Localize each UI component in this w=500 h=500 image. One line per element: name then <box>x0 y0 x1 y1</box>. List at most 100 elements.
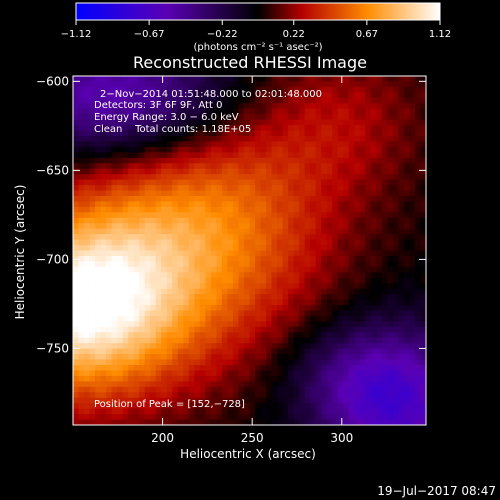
heatmap-cell <box>150 195 157 202</box>
heatmap-cell <box>249 266 256 273</box>
heatmap-cell <box>343 321 350 328</box>
heatmap-cell <box>95 359 101 366</box>
heatmap-cell <box>95 343 101 350</box>
heatmap-cell <box>95 294 101 300</box>
heatmap-cell <box>304 86 311 93</box>
heatmap-cell <box>161 92 168 99</box>
heatmap-cell <box>188 370 195 377</box>
heatmap-cell <box>221 315 228 322</box>
heatmap-cell <box>255 141 261 148</box>
heatmap-cell <box>392 206 399 213</box>
heatmap-cell <box>348 152 355 159</box>
heatmap-cell <box>271 359 278 366</box>
heatmap-cell <box>255 392 261 399</box>
heatmap-cell <box>255 370 261 377</box>
heatmap-cell <box>271 299 278 306</box>
heatmap-cell <box>387 157 394 164</box>
heatmap-cell <box>387 288 394 295</box>
heatmap-cell <box>381 337 388 344</box>
heatmap-cell <box>387 348 394 355</box>
heatmap-cell <box>414 206 421 213</box>
heatmap-cell <box>111 81 118 88</box>
heatmap-cell <box>326 76 333 82</box>
heatmap-cell <box>100 397 107 404</box>
heatmap-cell <box>304 419 311 426</box>
heatmap-cell <box>221 206 228 213</box>
heatmap-cell <box>359 92 366 99</box>
heatmap-cell <box>282 146 289 153</box>
heatmap-cell <box>243 92 250 99</box>
heatmap-cell <box>84 163 90 170</box>
heatmap-cell <box>89 119 96 126</box>
heatmap-cell <box>144 152 151 159</box>
heatmap-cell <box>194 370 201 377</box>
heatmap-cell <box>343 81 350 88</box>
heatmap-cell <box>221 108 228 115</box>
heatmap-cell <box>376 234 383 240</box>
heatmap-cell <box>370 310 377 317</box>
heatmap-cell <box>177 408 184 415</box>
heatmap-cell <box>249 119 256 126</box>
heatmap-cell <box>199 119 206 126</box>
heatmap-cell <box>255 174 261 181</box>
heatmap-cell <box>255 288 261 295</box>
heatmap-cell <box>403 119 410 126</box>
heatmap-cell <box>150 337 157 344</box>
heatmap-cell <box>409 283 416 290</box>
heatmap-cell <box>260 119 267 126</box>
heatmap-cell <box>293 239 300 246</box>
heatmap-cell <box>398 245 405 251</box>
heatmap-cell <box>133 397 140 404</box>
heatmap-cell <box>409 228 416 235</box>
heatmap-cell <box>337 119 344 126</box>
heatmap-cell <box>144 403 151 410</box>
heatmap-cell <box>188 174 195 181</box>
heatmap-cell <box>155 299 162 306</box>
heatmap-cell <box>155 261 162 268</box>
heatmap-cell <box>238 157 245 164</box>
heatmap-cell <box>205 299 212 306</box>
heatmap-cell <box>78 375 85 382</box>
heatmap-cell <box>155 76 162 82</box>
heatmap-cell <box>194 255 201 262</box>
heatmap-cell <box>84 190 90 197</box>
heatmap-cell <box>150 125 157 131</box>
heatmap-cell <box>420 288 427 295</box>
heatmap-cell <box>199 419 206 426</box>
heatmap-cell <box>293 245 300 251</box>
heatmap-cell <box>343 337 350 344</box>
heatmap-cell <box>194 163 201 170</box>
heatmap-cell <box>238 81 245 88</box>
heatmap-cell <box>310 305 317 311</box>
heatmap-cell <box>299 217 306 224</box>
heatmap-cell <box>89 97 96 104</box>
heatmap-cell <box>293 125 300 131</box>
heatmap-cell <box>128 108 135 115</box>
heatmap-cell <box>227 179 234 186</box>
heatmap-cell <box>210 414 217 420</box>
heatmap-cell <box>183 419 190 426</box>
heatmap-cell <box>84 146 90 153</box>
heatmap-cell <box>392 239 399 246</box>
heatmap-cell <box>194 397 201 404</box>
heatmap-cell <box>326 381 333 388</box>
heatmap-cell <box>172 283 179 290</box>
heatmap-cell <box>166 403 173 410</box>
heatmap-cell <box>321 321 328 328</box>
heatmap-cell <box>111 403 118 410</box>
heatmap-cell <box>354 195 361 202</box>
heatmap-cell <box>117 185 124 191</box>
heatmap-cell <box>293 381 300 388</box>
heatmap-cell <box>321 141 328 148</box>
heatmap-cell <box>100 365 107 371</box>
heatmap-cell <box>188 277 195 284</box>
heatmap-cell <box>227 392 234 399</box>
heatmap-cell <box>315 195 322 202</box>
heatmap-cell <box>139 217 146 224</box>
heatmap-cell <box>403 315 410 322</box>
heatmap-cell <box>255 343 261 350</box>
heatmap-cell <box>343 103 350 110</box>
heatmap-cell <box>398 343 405 350</box>
heatmap-cell <box>210 217 217 224</box>
heatmap-cell <box>221 250 228 257</box>
